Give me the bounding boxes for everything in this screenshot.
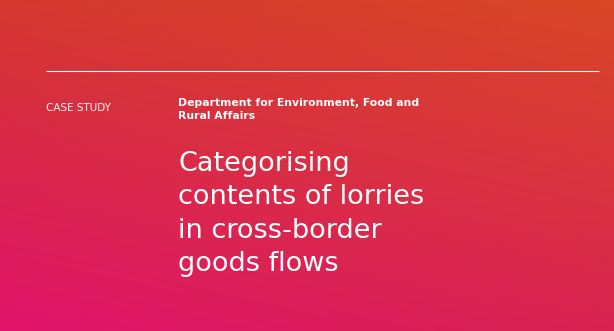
Text: CASE STUDY: CASE STUDY xyxy=(46,103,111,113)
Text: Categorising
contents of lorries
in cross-border
goods flows: Categorising contents of lorries in cros… xyxy=(178,151,424,277)
Text: Department for Environment, Food and
Rural Affairs: Department for Environment, Food and Rur… xyxy=(178,98,419,121)
